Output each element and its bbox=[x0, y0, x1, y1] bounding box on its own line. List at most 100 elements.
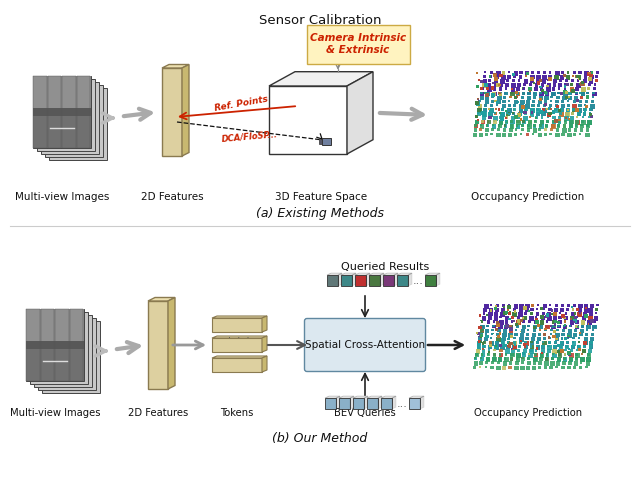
Bar bbox=[561, 92, 563, 95]
Bar bbox=[557, 357, 561, 361]
Bar bbox=[554, 323, 556, 325]
Text: BEV Queries: BEV Queries bbox=[334, 408, 396, 418]
Bar bbox=[575, 357, 578, 360]
Polygon shape bbox=[367, 396, 382, 398]
Bar bbox=[485, 93, 489, 97]
Bar bbox=[499, 120, 502, 124]
Bar bbox=[576, 316, 579, 318]
Bar bbox=[508, 104, 511, 107]
Bar bbox=[513, 108, 515, 110]
Bar bbox=[524, 341, 527, 343]
Bar bbox=[529, 87, 532, 91]
Polygon shape bbox=[353, 396, 368, 398]
Bar bbox=[557, 321, 560, 324]
Bar bbox=[552, 312, 554, 314]
Bar bbox=[595, 75, 598, 78]
Bar bbox=[593, 92, 597, 96]
Bar bbox=[511, 116, 515, 120]
Bar bbox=[552, 353, 554, 355]
Bar bbox=[535, 316, 537, 318]
Polygon shape bbox=[352, 273, 356, 286]
Bar bbox=[545, 96, 549, 100]
Bar bbox=[570, 316, 575, 321]
Bar bbox=[555, 352, 557, 354]
Bar bbox=[557, 120, 561, 123]
Bar bbox=[513, 308, 516, 311]
Bar bbox=[589, 341, 593, 344]
Text: ...: ... bbox=[397, 399, 408, 409]
Text: Tokens: Tokens bbox=[220, 408, 253, 418]
Bar bbox=[580, 124, 582, 126]
Bar bbox=[528, 321, 531, 324]
Bar bbox=[494, 99, 497, 102]
Bar bbox=[577, 112, 580, 116]
Bar bbox=[550, 96, 552, 98]
Bar bbox=[574, 96, 578, 100]
Bar bbox=[582, 349, 584, 351]
Bar bbox=[476, 85, 479, 88]
Bar bbox=[521, 128, 524, 132]
Bar bbox=[552, 120, 555, 123]
Bar bbox=[511, 349, 515, 353]
Bar bbox=[497, 96, 502, 100]
Bar bbox=[33, 108, 91, 116]
Bar bbox=[563, 120, 567, 124]
Bar bbox=[481, 353, 485, 357]
Bar bbox=[26, 348, 84, 381]
Bar bbox=[497, 128, 500, 132]
Bar bbox=[474, 124, 478, 128]
Bar bbox=[590, 337, 595, 341]
Bar bbox=[589, 341, 593, 345]
Bar bbox=[483, 108, 486, 110]
Bar bbox=[486, 124, 488, 127]
Bar bbox=[584, 104, 586, 106]
Bar bbox=[593, 321, 596, 323]
Bar bbox=[551, 92, 556, 96]
Bar bbox=[563, 90, 567, 94]
Bar bbox=[566, 108, 570, 112]
Bar bbox=[483, 79, 487, 84]
Bar bbox=[546, 353, 548, 356]
Bar bbox=[572, 308, 575, 311]
Bar bbox=[580, 357, 586, 362]
Bar bbox=[341, 275, 352, 286]
Bar bbox=[494, 112, 497, 114]
Bar bbox=[558, 349, 561, 351]
Bar bbox=[538, 132, 542, 137]
Bar bbox=[567, 100, 569, 102]
Bar bbox=[572, 104, 577, 109]
Bar bbox=[532, 326, 536, 329]
Bar bbox=[566, 337, 569, 339]
Bar bbox=[543, 337, 546, 340]
Bar bbox=[493, 353, 496, 356]
Bar bbox=[518, 345, 521, 348]
Bar bbox=[589, 75, 594, 80]
Bar bbox=[536, 312, 540, 316]
Bar bbox=[476, 102, 480, 106]
Bar bbox=[508, 312, 511, 315]
Bar bbox=[556, 132, 559, 137]
Bar bbox=[570, 353, 574, 358]
Bar bbox=[563, 324, 568, 329]
Bar bbox=[480, 124, 484, 129]
Bar bbox=[522, 321, 525, 323]
Bar bbox=[523, 343, 525, 346]
Bar bbox=[504, 346, 505, 347]
Bar bbox=[554, 312, 557, 316]
Bar bbox=[589, 108, 593, 111]
Bar bbox=[480, 324, 484, 328]
Bar bbox=[547, 312, 552, 316]
Bar bbox=[522, 120, 526, 124]
Bar bbox=[579, 84, 580, 85]
Bar bbox=[552, 353, 557, 358]
Bar bbox=[538, 100, 543, 104]
Bar bbox=[562, 96, 566, 100]
Bar bbox=[527, 92, 531, 95]
Bar bbox=[552, 84, 556, 87]
Bar bbox=[486, 124, 488, 127]
Bar bbox=[523, 349, 527, 353]
Bar bbox=[547, 112, 550, 115]
Bar bbox=[495, 341, 499, 345]
Bar bbox=[41, 82, 99, 154]
Bar bbox=[497, 84, 500, 87]
